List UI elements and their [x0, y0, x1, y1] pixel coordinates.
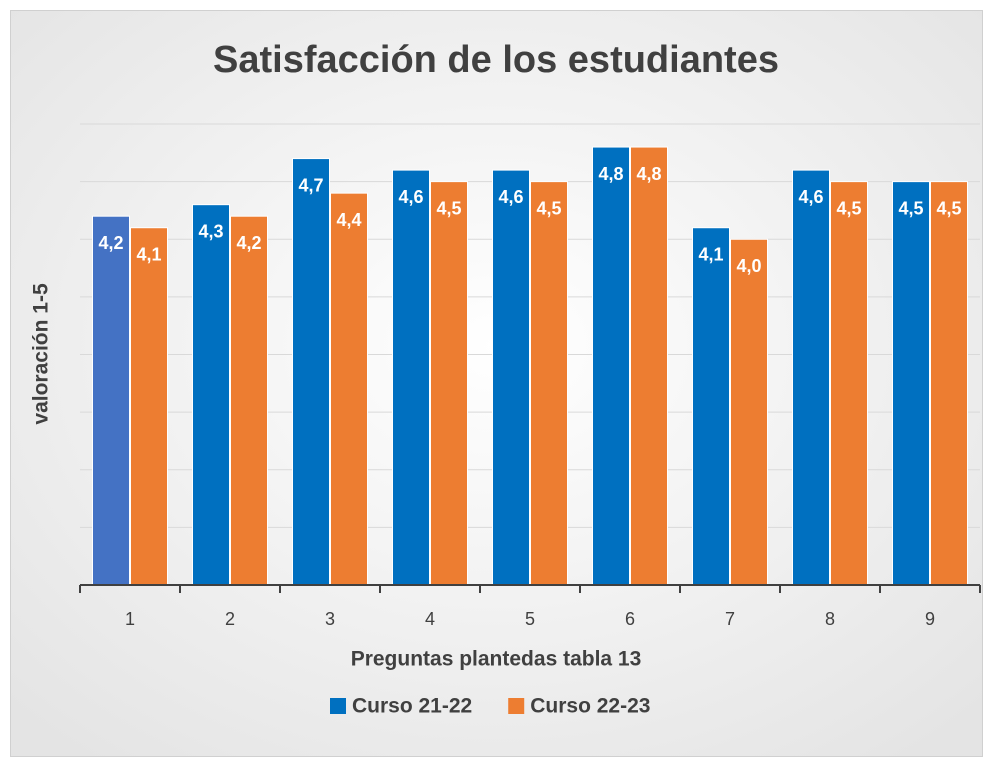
x-tick-label: 1 — [125, 609, 135, 629]
bar — [892, 181, 930, 586]
data-label: 4,8 — [598, 164, 623, 184]
bar — [792, 169, 830, 586]
bar — [730, 238, 768, 586]
bar — [530, 181, 568, 586]
bar — [292, 158, 330, 586]
data-label: 4,5 — [436, 198, 461, 218]
x-tick-label: 6 — [625, 609, 635, 629]
bar — [230, 215, 268, 586]
x-tick-label: 3 — [325, 609, 335, 629]
data-label: 4,7 — [298, 175, 323, 195]
data-label: 4,6 — [798, 187, 823, 207]
y-axis-title: valoración 1-5 — [30, 283, 53, 425]
data-label: 4,3 — [198, 221, 223, 241]
x-tick-label: 7 — [725, 609, 735, 629]
x-tick-label: 2 — [225, 609, 235, 629]
data-label: 4,2 — [236, 233, 261, 253]
bar — [930, 181, 968, 586]
data-label: 4,6 — [398, 187, 423, 207]
data-label: 4,4 — [336, 210, 361, 230]
bar — [692, 227, 730, 586]
bar — [430, 181, 468, 586]
bar — [330, 192, 368, 586]
x-tick-label: 9 — [925, 609, 935, 629]
data-label: 4,5 — [836, 198, 861, 218]
chart-title: Satisfacción de los estudiantes — [213, 39, 779, 81]
bar — [630, 146, 668, 586]
x-tick-label: 5 — [525, 609, 535, 629]
data-label: 4,1 — [698, 244, 723, 264]
data-label: 4,1 — [136, 244, 161, 264]
legend-label: Curso 22-23 — [530, 695, 650, 718]
data-label: 4,6 — [498, 187, 523, 207]
x-tick-label: 8 — [825, 609, 835, 629]
bar — [492, 169, 530, 586]
data-label: 4,5 — [536, 198, 561, 218]
bar — [130, 227, 168, 586]
legend-swatch — [508, 698, 525, 714]
data-label: 4,2 — [98, 233, 123, 253]
x-tick-label: 4 — [425, 609, 435, 629]
data-label: 4,8 — [636, 164, 661, 184]
bar — [392, 169, 430, 586]
data-label: 4,0 — [736, 256, 761, 276]
legend-swatch — [330, 698, 346, 714]
data-label: 4,5 — [898, 198, 923, 218]
x-axis-title: Preguntas plantedas tabla 13 — [351, 648, 642, 671]
legend-label: Curso 21-22 — [352, 695, 472, 718]
bar — [592, 146, 630, 586]
bar — [830, 181, 868, 586]
bar — [192, 204, 230, 586]
data-label: 4,5 — [936, 198, 961, 218]
bar — [92, 215, 130, 586]
